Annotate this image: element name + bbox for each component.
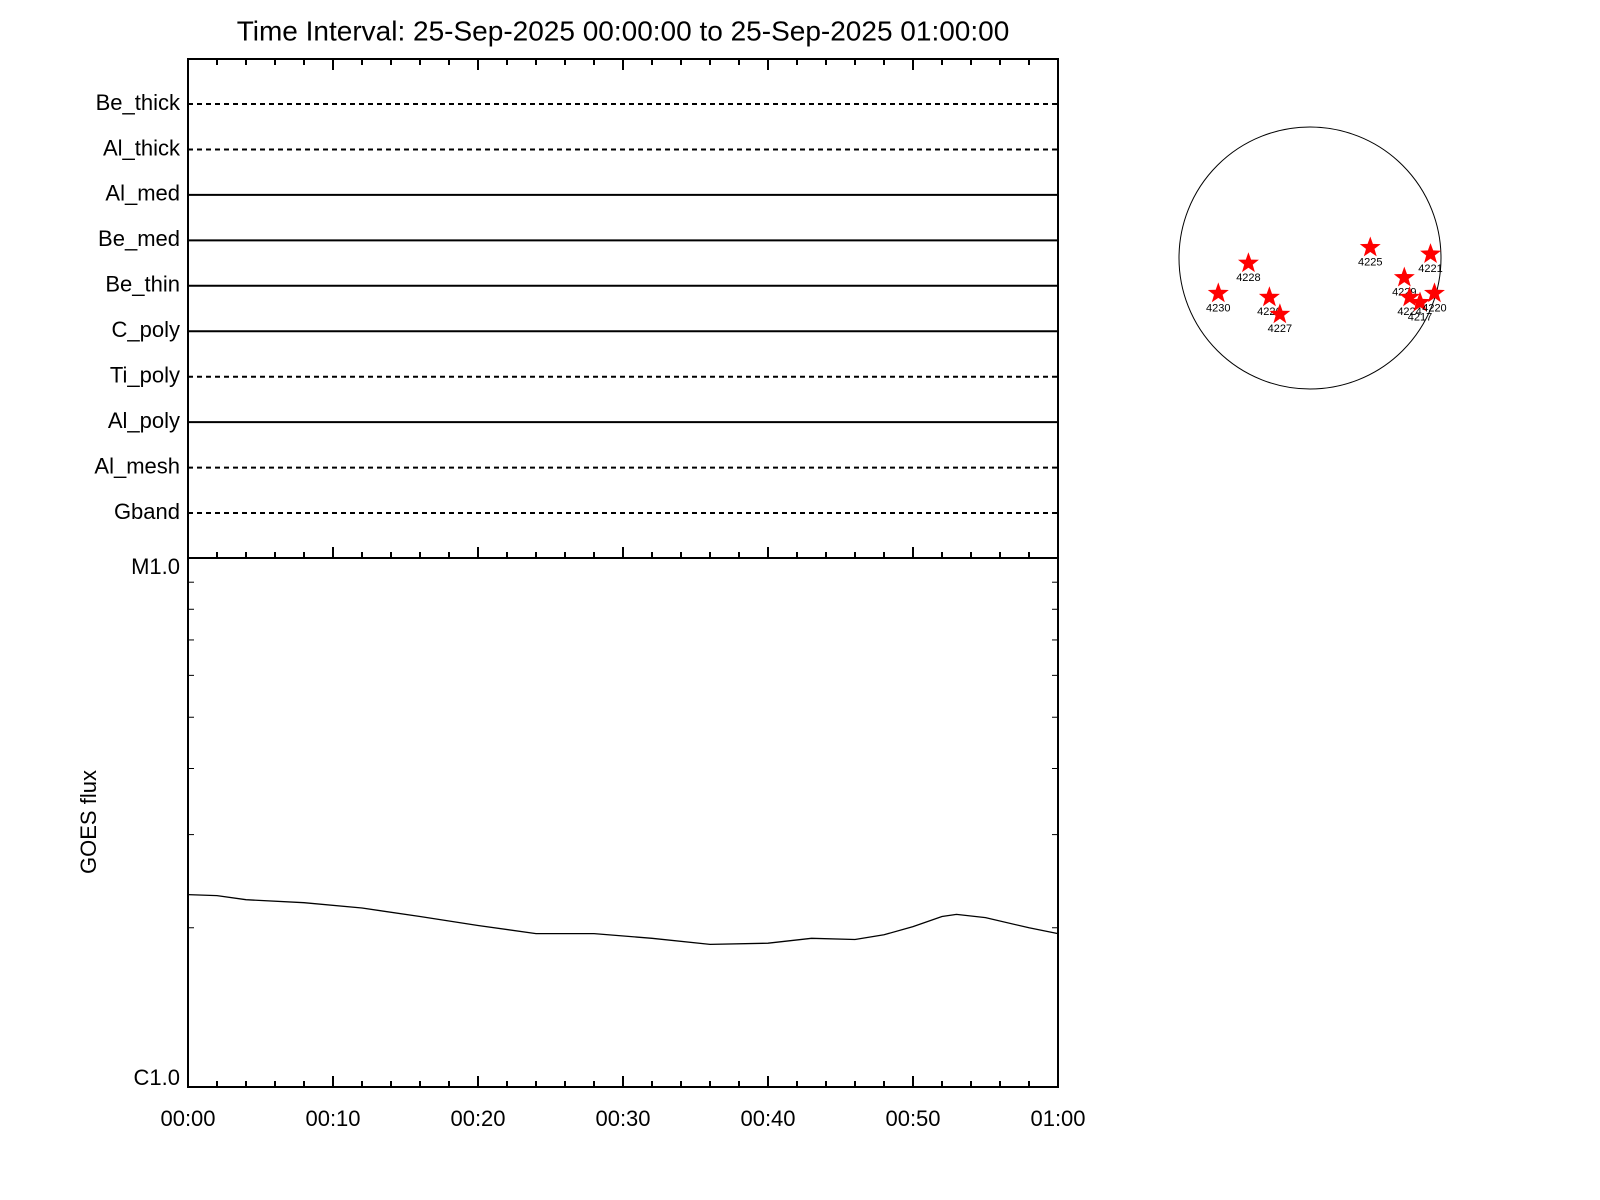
x-tick-label: 01:00 xyxy=(1030,1106,1085,1131)
region-label: 4221 xyxy=(1418,263,1442,275)
filter-label: Ti_poly xyxy=(110,363,180,388)
region-star xyxy=(1359,236,1381,257)
filter-label: Al_mesh xyxy=(94,453,180,478)
x-tick-label: 00:20 xyxy=(450,1106,505,1131)
region-star xyxy=(1207,282,1229,303)
filter-label: Al_thick xyxy=(103,135,181,160)
filter-label: Be_thick xyxy=(96,90,181,115)
y-tick-label: M1.0 xyxy=(131,554,180,579)
region-label: 4220 xyxy=(1422,302,1446,314)
filter-label: Be_med xyxy=(98,226,180,251)
region-star xyxy=(1420,243,1441,263)
region-label: 4230 xyxy=(1206,302,1230,314)
y-axis-label: GOES flux xyxy=(76,770,101,874)
filter-label: Be_thin xyxy=(105,272,180,297)
top-panel-frame xyxy=(187,58,1059,559)
region-star xyxy=(1258,286,1280,307)
region-label: 4227 xyxy=(1268,323,1292,335)
region-star xyxy=(1238,252,1259,273)
flux-line xyxy=(187,893,1059,946)
x-tick-label: 00:00 xyxy=(160,1106,215,1131)
filter-label: Al_poly xyxy=(108,408,180,433)
filter-label: C_poly xyxy=(112,317,180,342)
region-star xyxy=(1399,286,1420,307)
region-star xyxy=(1269,303,1291,324)
region-star xyxy=(1409,291,1431,312)
region-label: 4225 xyxy=(1358,256,1382,268)
x-tick-label: 00:10 xyxy=(305,1106,360,1131)
region-label: 4228 xyxy=(1236,272,1260,284)
bottom-panel-frame xyxy=(187,557,1059,1088)
filter-label: Gband xyxy=(114,499,180,524)
y-tick-label: C1.0 xyxy=(134,1065,180,1090)
region-label: 4217 xyxy=(1408,311,1432,323)
region-star xyxy=(1424,282,1445,303)
region-star xyxy=(1393,266,1415,287)
filter-label: Al_med xyxy=(105,181,180,206)
chart-title: Time Interval: 25-Sep-2025 00:00:00 to 2… xyxy=(237,15,1010,46)
x-tick-label: 00:50 xyxy=(885,1106,940,1131)
x-tick-label: 00:40 xyxy=(740,1106,795,1131)
solar-disk xyxy=(1178,126,1442,390)
x-tick-label: 00:30 xyxy=(595,1106,650,1131)
